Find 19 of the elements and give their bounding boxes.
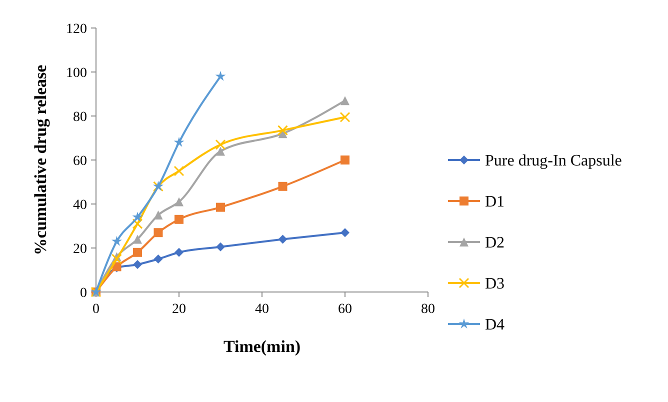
legend-label: D1 — [485, 194, 505, 211]
x-tick-label: 20 — [172, 302, 186, 317]
y-tick-label: 60 — [73, 154, 87, 169]
x-tick-label: 0 — [92, 302, 100, 317]
y-tick-label: 40 — [73, 198, 87, 213]
y-axis-title: %cumulative drug release — [31, 64, 50, 256]
legend-label: Pure drug-In Capsule — [485, 152, 622, 170]
x-tick-label: 80 — [421, 302, 435, 317]
x-tick-label: 40 — [255, 302, 269, 317]
y-tick-label: 80 — [73, 110, 87, 125]
x-axis-title: Time(min) — [223, 337, 301, 356]
y-tick-label: 0 — [80, 286, 87, 301]
legend-label: D2 — [485, 234, 505, 252]
x-tick-label: 60 — [338, 302, 352, 317]
legend-label: D4 — [485, 316, 505, 334]
legend-label: D3 — [485, 276, 505, 293]
y-tick-label: 20 — [73, 242, 87, 257]
y-tick-label: 100 — [66, 66, 87, 81]
y-tick-label: 120 — [66, 22, 87, 37]
